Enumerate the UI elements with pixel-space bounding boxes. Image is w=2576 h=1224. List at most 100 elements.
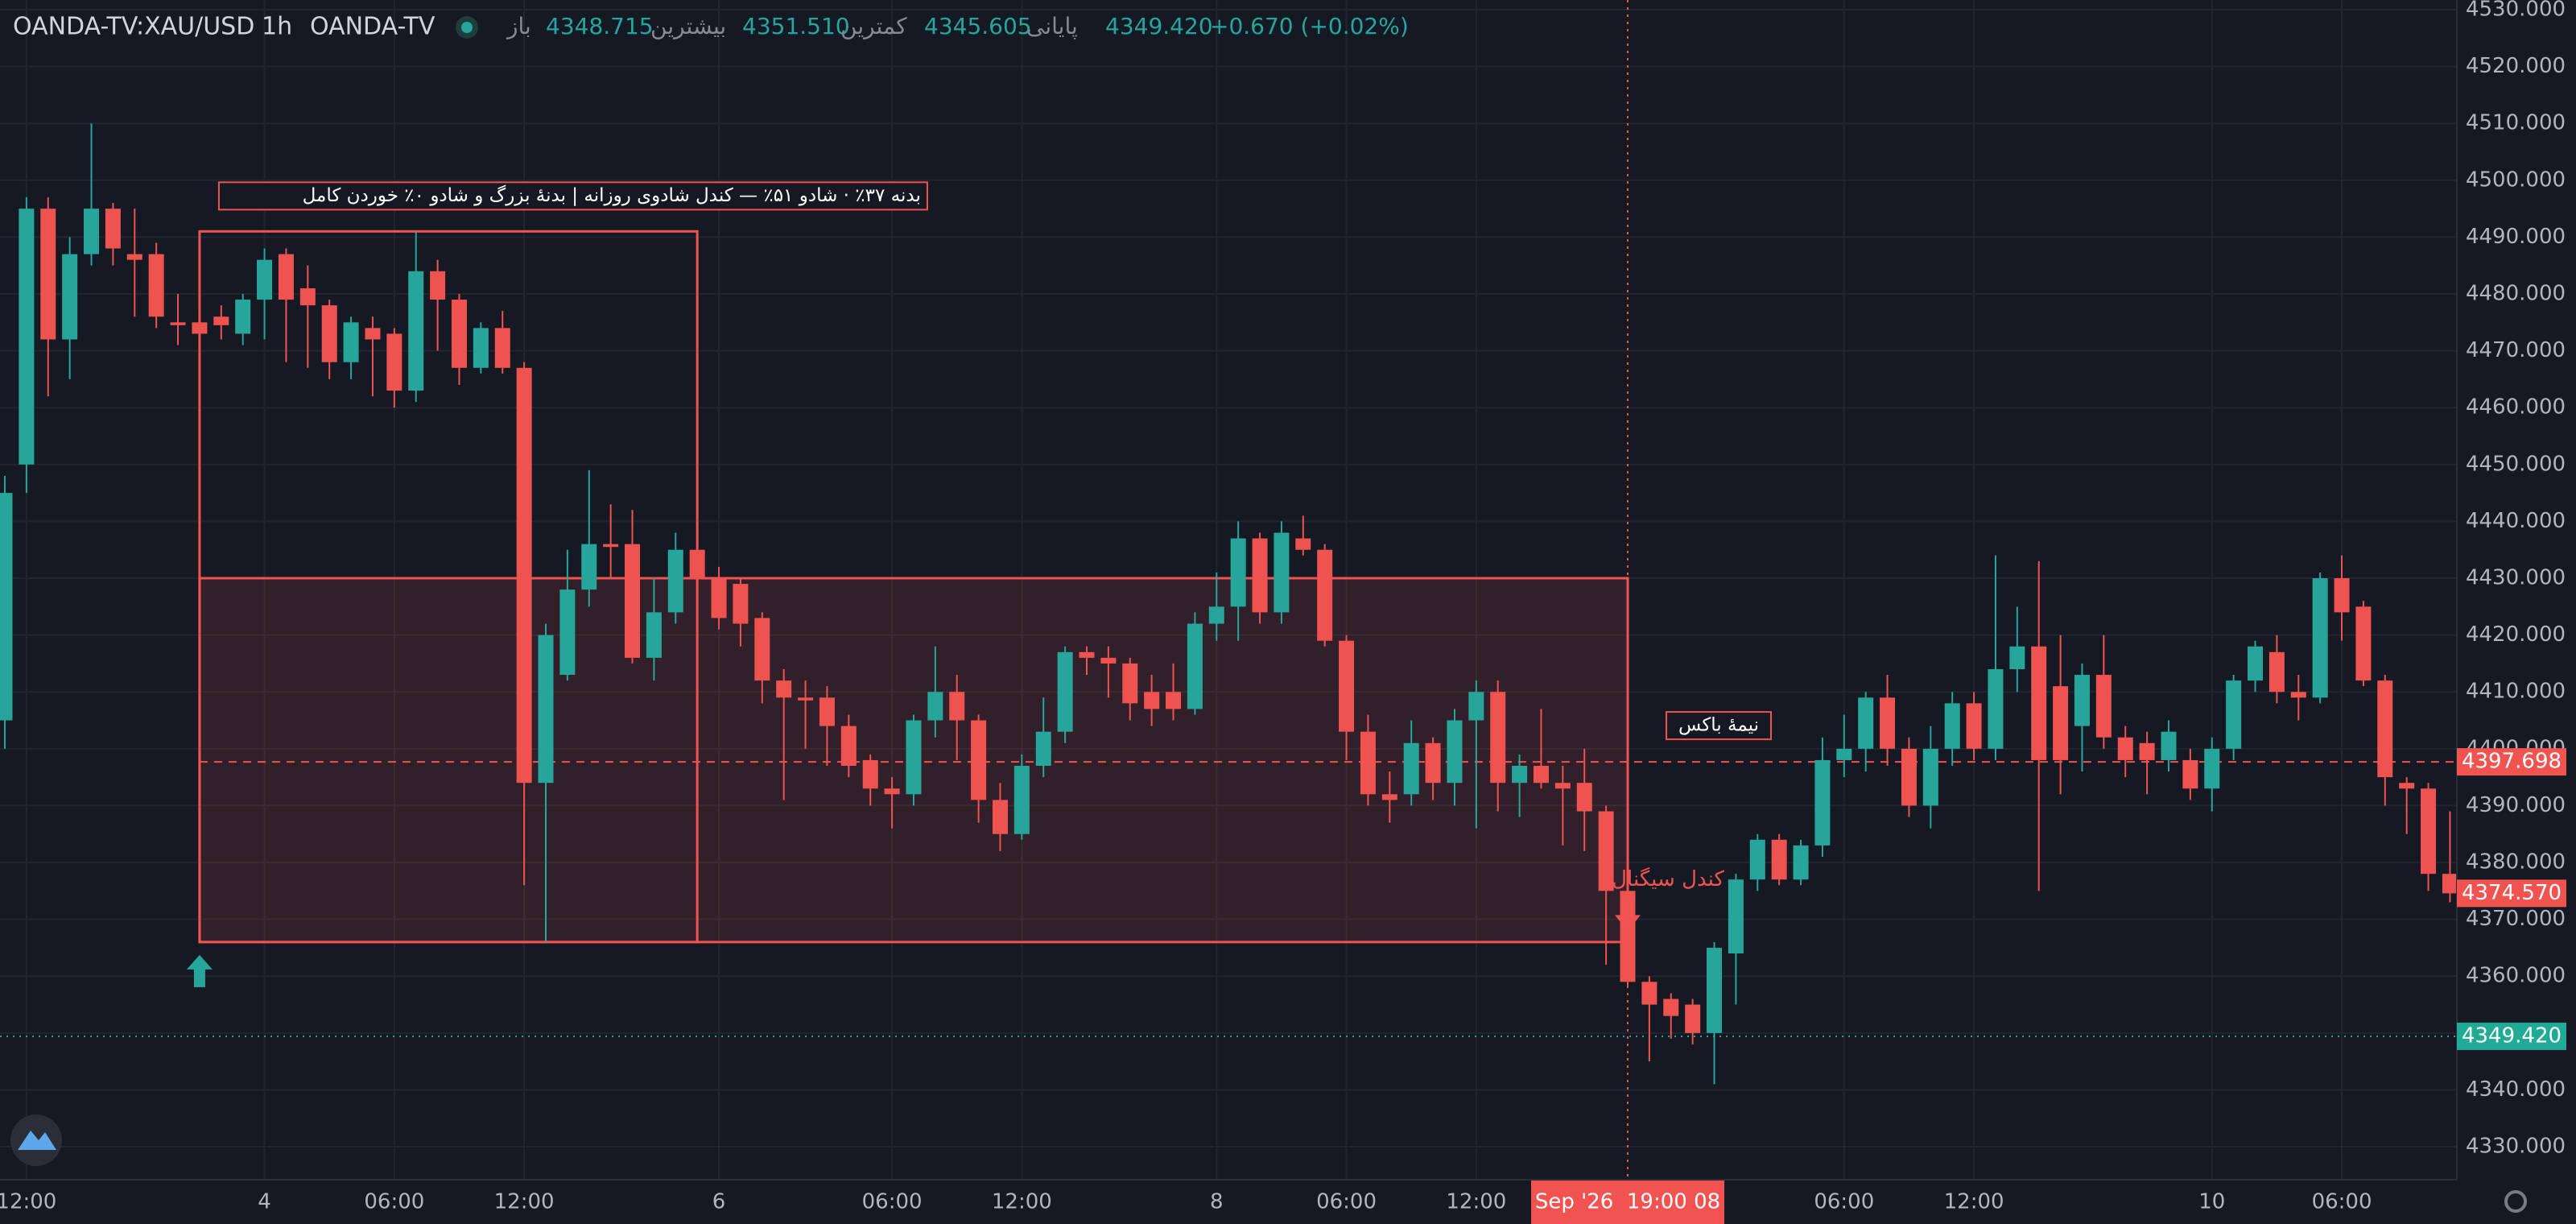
x-tick-label: 06:00 — [862, 1190, 923, 1214]
x-tick-label: 4 — [258, 1190, 271, 1214]
candle-body — [1836, 748, 1852, 760]
candle-body — [2312, 578, 2328, 698]
candle-body — [2161, 731, 2177, 760]
candle-body — [949, 692, 965, 721]
high-value: 4351.510 — [742, 13, 850, 39]
candle-body — [1339, 640, 1355, 732]
candle-body — [1230, 538, 1246, 607]
candle-body — [170, 322, 186, 325]
candle-body — [1166, 692, 1182, 709]
y-tick-label: 4410.000 — [2466, 680, 2566, 704]
candle-body — [1685, 1004, 1701, 1033]
candle-body — [235, 300, 251, 334]
candle-body — [257, 259, 273, 300]
candle-body — [2095, 675, 2112, 738]
candle-body — [1252, 538, 1268, 613]
price-label-bg — [2457, 1022, 2566, 1050]
candle-body — [126, 254, 142, 260]
candle-body — [2182, 759, 2198, 789]
candle-body — [2248, 646, 2264, 681]
candle-body — [473, 328, 489, 368]
candle-body — [754, 618, 770, 681]
candle-body — [1901, 748, 1917, 806]
candle-body — [408, 271, 424, 391]
candle-body — [1512, 766, 1528, 784]
source: OANDA-TV — [310, 13, 436, 41]
candle-body — [321, 305, 337, 362]
candle-body — [559, 589, 576, 676]
candle-body — [1490, 692, 1506, 784]
interval: 1h — [262, 13, 292, 41]
candle-body — [0, 493, 13, 721]
candle-body — [386, 333, 402, 391]
candle-body — [1100, 657, 1117, 664]
candle-body — [105, 209, 121, 249]
high-label: بیشترین — [650, 13, 726, 39]
y-tick-label: 4470.000 — [2466, 338, 2566, 362]
candle-body — [192, 322, 208, 334]
candle-body — [1576, 783, 1592, 812]
candle-body — [2117, 737, 2133, 760]
candle-body — [1079, 651, 1095, 658]
price-label: 4349.420 — [2462, 1023, 2562, 1048]
candle-body — [2377, 680, 2393, 778]
candle-body — [1447, 720, 1463, 784]
candle-body — [1533, 766, 1549, 784]
candle-body — [148, 254, 164, 317]
candle-body — [1425, 742, 1441, 784]
logo-mark — [18, 1131, 56, 1150]
candle-body — [1013, 766, 1030, 834]
y-tick-label: 4500.000 — [2466, 167, 2566, 192]
close-value: 4349.420 — [1105, 13, 1213, 39]
candle-body — [299, 287, 316, 306]
candle-body — [862, 759, 878, 789]
candle-body — [733, 584, 749, 624]
x-tick-label: 06:00 — [2312, 1190, 2372, 1214]
candle-body — [667, 549, 683, 613]
candle-body — [2421, 788, 2437, 875]
midline-label-frame — [1666, 711, 1772, 741]
candle-body — [1922, 748, 1938, 806]
candle-body — [84, 209, 100, 254]
candle-body — [2053, 686, 2069, 760]
candle-body — [1317, 549, 1333, 641]
candle-body — [1880, 697, 1896, 749]
candle-body — [581, 544, 597, 590]
candle-body — [906, 720, 922, 795]
candle-body — [2442, 874, 2458, 894]
y-tick-label: 4380.000 — [2466, 850, 2566, 875]
candle-body — [884, 788, 900, 795]
x-tick-label: 06:00 — [364, 1190, 424, 1214]
x-tick-label: 12:00 — [494, 1190, 555, 1214]
candle-body — [2268, 651, 2285, 693]
candle-body — [927, 692, 943, 721]
candle-body — [1814, 759, 1831, 846]
y-tick-label: 4480.000 — [2466, 282, 2566, 306]
midline-label: نیمهٔ باکس — [1678, 715, 1759, 736]
candle-body — [2399, 783, 2415, 789]
x-tick-label: 12:00 — [992, 1190, 1052, 1214]
price-label: 4374.570 — [2462, 881, 2562, 905]
settings-icon[interactable] — [2504, 1190, 2527, 1213]
candle-body — [1208, 606, 1224, 624]
price-label-bg — [2457, 879, 2566, 908]
candle-body — [62, 254, 78, 340]
y-tick-label: 4370.000 — [2466, 907, 2566, 931]
candle-body — [1944, 703, 1960, 749]
signal-label: کندل سیگنال — [1612, 866, 1724, 891]
candle-body — [798, 697, 814, 701]
x-tick-label: 12:00 — [0, 1190, 56, 1214]
candle-body — [1381, 794, 1397, 800]
candle-body — [971, 720, 987, 800]
candle-body — [2226, 680, 2242, 749]
y-tick-label: 4530.000 — [2466, 0, 2566, 22]
candle-body — [1187, 623, 1203, 709]
y-tick-label: 4490.000 — [2466, 225, 2566, 249]
candle-body — [646, 612, 662, 658]
candle-body — [2139, 742, 2155, 760]
price-label-bg — [2457, 748, 2566, 776]
candle-body — [840, 726, 857, 767]
x-tick-label: 12:00 — [1446, 1190, 1506, 1214]
